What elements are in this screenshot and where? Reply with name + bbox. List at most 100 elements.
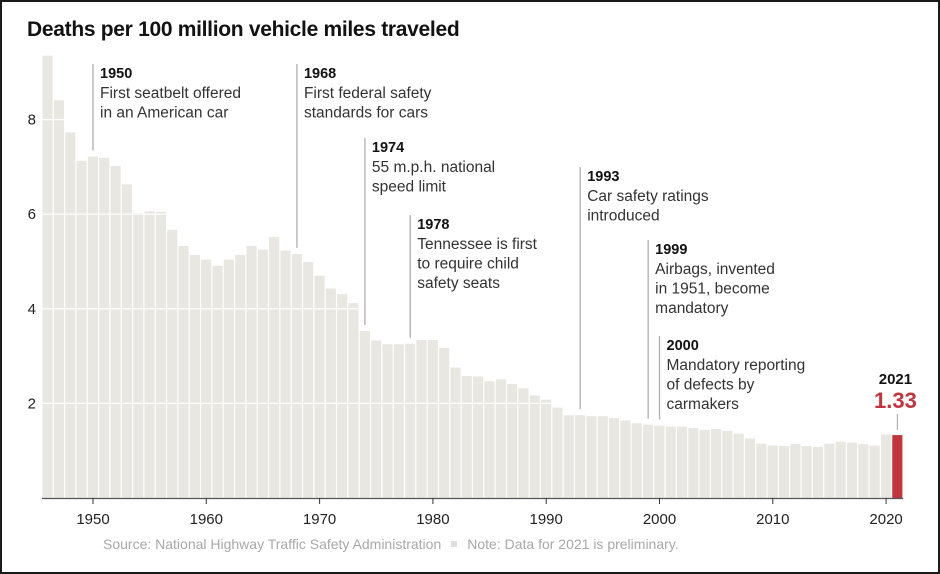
y-tick-label: 2 bbox=[28, 395, 36, 412]
bar-1990 bbox=[541, 399, 552, 498]
bar-2012 bbox=[790, 444, 801, 498]
y-axis-ticks: 2 4 6 8 bbox=[28, 112, 36, 413]
annotation-text: introduced bbox=[587, 208, 659, 225]
annotation-text: First federal safety bbox=[304, 85, 432, 102]
annotation-text: speed limit bbox=[372, 179, 447, 196]
x-tick-label: 2010 bbox=[756, 511, 789, 528]
bar-1953 bbox=[121, 184, 132, 498]
bar-2003 bbox=[688, 428, 699, 498]
gridlines bbox=[42, 118, 904, 404]
annotation-year: 1950 bbox=[100, 66, 132, 82]
y-tick-label: 6 bbox=[28, 206, 36, 223]
annotation-text: in an American car bbox=[100, 105, 228, 122]
bar-1987 bbox=[507, 384, 518, 498]
annotation-text: to require child bbox=[417, 256, 519, 273]
annotation-text: Tennessee is first bbox=[417, 236, 537, 253]
source-footer: Source: National Highway Traffic Safety … bbox=[103, 536, 679, 552]
bar-2019 bbox=[869, 445, 880, 498]
annotation-text: carmakers bbox=[667, 396, 740, 413]
bar-1958 bbox=[178, 245, 189, 498]
bar-1973 bbox=[348, 303, 359, 498]
x-tick-label: 1980 bbox=[416, 511, 449, 528]
bar-1972 bbox=[337, 294, 348, 498]
bar-2009 bbox=[756, 443, 767, 498]
x-tick-label: 2000 bbox=[643, 511, 676, 528]
bar-1998 bbox=[631, 423, 642, 498]
annotation-year: 1993 bbox=[587, 169, 619, 185]
bar-1949 bbox=[76, 160, 87, 498]
bar-1999 bbox=[643, 424, 654, 498]
bar-1996 bbox=[609, 418, 620, 498]
bar-1967 bbox=[280, 250, 291, 498]
x-tick-label: 1950 bbox=[76, 511, 109, 528]
annotation-text: Airbags, invented bbox=[655, 261, 775, 278]
bar-2004 bbox=[699, 429, 710, 498]
annotation-1974: 1974 55 m.p.h. national speed limit bbox=[364, 138, 495, 326]
bar-1951 bbox=[99, 157, 110, 498]
bar-2011 bbox=[778, 445, 790, 498]
bar-1989 bbox=[529, 395, 540, 498]
bar-1994 bbox=[586, 416, 597, 498]
annotations: 1950 First seatbelt offered in an American… bbox=[92, 64, 806, 420]
annotation-1950: 1950 First seatbelt offered in an American… bbox=[92, 64, 241, 151]
annotation-text: 55 m.p.h. national bbox=[372, 159, 495, 176]
bar-1991 bbox=[552, 407, 563, 498]
x-tick-label: 1970 bbox=[303, 511, 336, 528]
x-axis: 1950 1960 1970 1980 1990 2000 2010 2020 bbox=[42, 497, 904, 528]
bar-1984 bbox=[473, 376, 484, 498]
bar-1954 bbox=[133, 213, 144, 498]
y-tick-label: 8 bbox=[28, 112, 36, 129]
bar-1974 bbox=[359, 331, 370, 498]
annotation-year: 1974 bbox=[372, 140, 404, 156]
annotation-1999: 1999 Airbags, invented in 1951, become mand… bbox=[647, 240, 775, 419]
bar-1981 bbox=[439, 348, 450, 498]
highlight-value: 1.33 bbox=[874, 388, 917, 413]
bars-group bbox=[42, 55, 903, 499]
annotation-text: Mandatory reporting bbox=[667, 357, 806, 374]
note-text: Note: Data for 2021 is preliminary. bbox=[467, 536, 679, 552]
bar-1962 bbox=[223, 259, 234, 498]
annotation-text: First seatbelt offered bbox=[100, 85, 241, 102]
bar-1946 bbox=[42, 55, 53, 498]
separator-dot bbox=[451, 541, 458, 548]
bar-2013 bbox=[801, 445, 812, 498]
annotation-year: 2000 bbox=[667, 338, 699, 354]
bar-1992 bbox=[563, 415, 574, 498]
bar-1983 bbox=[461, 375, 472, 498]
annotation-2000: 2000 Mandatory reporting of defects by carm… bbox=[658, 336, 806, 420]
bar-1961 bbox=[212, 265, 223, 498]
bar-highlight-2021 bbox=[892, 435, 903, 498]
bar-2000 bbox=[654, 425, 665, 498]
y-tick-label: 4 bbox=[28, 301, 36, 318]
bar-1956 bbox=[155, 211, 166, 498]
bar-1980 bbox=[427, 340, 438, 498]
annotation-year: 1978 bbox=[417, 217, 449, 233]
bar-2006 bbox=[722, 430, 733, 498]
source-text: Source: National Highway Traffic Safety … bbox=[103, 536, 442, 552]
bar-1947 bbox=[53, 100, 64, 499]
bar-2007 bbox=[733, 433, 744, 498]
annotation-text: in 1951, become bbox=[655, 281, 770, 298]
annotation-1968: 1968 First federal safety standards for ca… bbox=[296, 64, 432, 248]
bar-1950 bbox=[87, 156, 98, 499]
bar-2017 bbox=[846, 442, 858, 498]
bar-1995 bbox=[597, 416, 608, 498]
bar-2002 bbox=[677, 426, 688, 498]
annotation-year: 1968 bbox=[304, 66, 336, 82]
bar-1976 bbox=[382, 344, 393, 498]
bar-1985 bbox=[484, 381, 495, 498]
annotation-year: 1999 bbox=[655, 242, 687, 258]
bar-2015 bbox=[824, 443, 835, 498]
bar-2020 bbox=[880, 434, 892, 498]
annotation-text: of defects by bbox=[667, 377, 755, 394]
annotation-1978: 1978 Tennessee is first to require child sa… bbox=[409, 215, 538, 338]
bar-2014 bbox=[812, 446, 824, 498]
bar-1952 bbox=[110, 165, 121, 498]
bar-1963 bbox=[235, 254, 246, 498]
bar-1978 bbox=[405, 343, 416, 498]
bar-1969 bbox=[303, 261, 314, 498]
bar-2005 bbox=[710, 428, 722, 498]
bar-1948 bbox=[65, 132, 76, 498]
